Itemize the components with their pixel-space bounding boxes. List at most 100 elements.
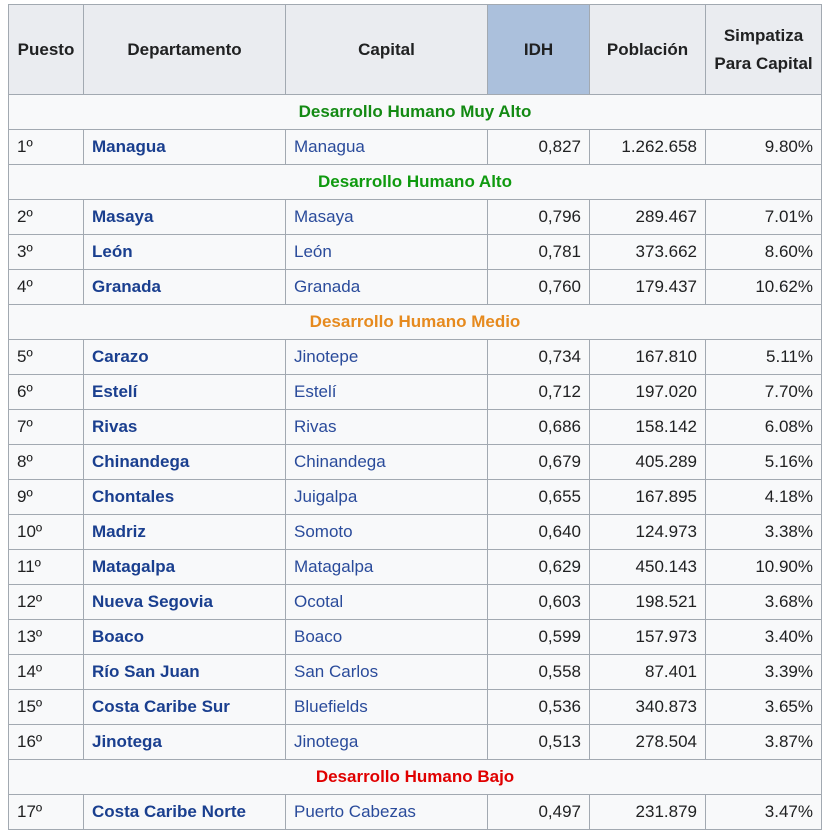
table-row: 2º Masaya Masaya 0,796 289.467 7.01% <box>8 199 822 235</box>
table-row: 5º Carazo Jinotepe 0,734 167.810 5.11% <box>8 339 822 375</box>
cell-puesto: 15º <box>8 689 84 725</box>
cell-simpatiza: 3.68% <box>705 584 822 620</box>
group-header-row: Desarrollo Humano Medio <box>8 304 822 340</box>
cell-simpatiza: 8.60% <box>705 234 822 270</box>
header-departamento[interactable]: Departamento <box>83 4 286 95</box>
cell-capital-link[interactable]: Boaco <box>285 619 488 655</box>
cell-capital-link[interactable]: Granada <box>285 269 488 305</box>
cell-poblacion: 231.879 <box>589 794 706 830</box>
cell-departamento-link[interactable]: Managua <box>83 129 286 165</box>
cell-poblacion: 124.973 <box>589 514 706 550</box>
cell-poblacion: 1.262.658 <box>589 129 706 165</box>
cell-poblacion: 450.143 <box>589 549 706 585</box>
cell-departamento-link[interactable]: Matagalpa <box>83 549 286 585</box>
cell-simpatiza: 3.65% <box>705 689 822 725</box>
table-row: 3º León León 0,781 373.662 8.60% <box>8 234 822 270</box>
cell-capital-link[interactable]: Estelí <box>285 374 488 410</box>
cell-simpatiza: 3.40% <box>705 619 822 655</box>
cell-capital-link[interactable]: Jinotega <box>285 724 488 760</box>
cell-departamento-link[interactable]: León <box>83 234 286 270</box>
cell-departamento-link[interactable]: Jinotega <box>83 724 286 760</box>
cell-departamento-link[interactable]: Costa Caribe Norte <box>83 794 286 830</box>
cell-capital-link[interactable]: León <box>285 234 488 270</box>
cell-poblacion: 197.020 <box>589 374 706 410</box>
cell-capital-link[interactable]: Managua <box>285 129 488 165</box>
cell-poblacion: 157.973 <box>589 619 706 655</box>
cell-departamento-link[interactable]: Masaya <box>83 199 286 235</box>
cell-departamento-link[interactable]: Rivas <box>83 409 286 445</box>
cell-simpatiza: 7.70% <box>705 374 822 410</box>
header-poblacion[interactable]: Población <box>589 4 706 95</box>
cell-poblacion: 87.401 <box>589 654 706 690</box>
cell-idh: 0,796 <box>487 199 590 235</box>
cell-capital-link[interactable]: Masaya <box>285 199 488 235</box>
cell-departamento-link[interactable]: Granada <box>83 269 286 305</box>
group-label: Desarrollo Humano Medio <box>8 304 822 340</box>
group-header-row: Desarrollo Humano Alto <box>8 164 822 200</box>
cell-capital-link[interactable]: Ocotal <box>285 584 488 620</box>
cell-idh: 0,760 <box>487 269 590 305</box>
cell-puesto: 14º <box>8 654 84 690</box>
group-label: Desarrollo Humano Alto <box>8 164 822 200</box>
header-simpatiza[interactable]: Simpatiza Para Capital <box>705 4 822 95</box>
cell-departamento-link[interactable]: Nueva Segovia <box>83 584 286 620</box>
table-row: 14º Río San Juan San Carlos 0,558 87.401 3.39… <box>8 654 822 690</box>
cell-capital-link[interactable]: Chinandega <box>285 444 488 480</box>
cell-simpatiza: 4.18% <box>705 479 822 515</box>
cell-capital-link[interactable]: Juigalpa <box>285 479 488 515</box>
cell-departamento-link[interactable]: Carazo <box>83 339 286 375</box>
group-header-row: Desarrollo Humano Bajo <box>8 759 822 795</box>
table-row: 11º Matagalpa Matagalpa 0,629 450.143 10.90% <box>8 549 822 585</box>
cell-puesto: 5º <box>8 339 84 375</box>
cell-capital-link[interactable]: Bluefields <box>285 689 488 725</box>
cell-puesto: 13º <box>8 619 84 655</box>
cell-poblacion: 158.142 <box>589 409 706 445</box>
cell-capital-link[interactable]: Jinotepe <box>285 339 488 375</box>
table-row: 12º Nueva Segovia Ocotal 0,603 198.521 3.68% <box>8 584 822 620</box>
cell-idh: 0,712 <box>487 374 590 410</box>
cell-departamento-link[interactable]: Chinandega <box>83 444 286 480</box>
idh-departamentos-table: Puesto Departamento Capital IDH Població… <box>8 4 822 830</box>
header-capital[interactable]: Capital <box>285 4 488 95</box>
table-row: 16º Jinotega Jinotega 0,513 278.504 3.87% <box>8 724 822 760</box>
cell-idh: 0,781 <box>487 234 590 270</box>
cell-idh: 0,734 <box>487 339 590 375</box>
cell-poblacion: 167.810 <box>589 339 706 375</box>
cell-puesto: 1º <box>8 129 84 165</box>
cell-capital-link[interactable]: Somoto <box>285 514 488 550</box>
table-row: 13º Boaco Boaco 0,599 157.973 3.40% <box>8 619 822 655</box>
cell-idh: 0,640 <box>487 514 590 550</box>
cell-poblacion: 167.895 <box>589 479 706 515</box>
cell-departamento-link[interactable]: Chontales <box>83 479 286 515</box>
cell-puesto: 3º <box>8 234 84 270</box>
cell-simpatiza: 7.01% <box>705 199 822 235</box>
cell-idh: 0,603 <box>487 584 590 620</box>
cell-capital-link[interactable]: Matagalpa <box>285 549 488 585</box>
table-row: 6º Estelí Estelí 0,712 197.020 7.70% <box>8 374 822 410</box>
cell-departamento-link[interactable]: Río San Juan <box>83 654 286 690</box>
cell-departamento-link[interactable]: Boaco <box>83 619 286 655</box>
header-idh[interactable]: IDH <box>487 4 590 95</box>
table-row: 8º Chinandega Chinandega 0,679 405.289 5.16% <box>8 444 822 480</box>
cell-idh: 0,629 <box>487 549 590 585</box>
cell-idh: 0,655 <box>487 479 590 515</box>
cell-simpatiza: 6.08% <box>705 409 822 445</box>
cell-puesto: 12º <box>8 584 84 620</box>
cell-simpatiza: 5.16% <box>705 444 822 480</box>
cell-capital-link[interactable]: Rivas <box>285 409 488 445</box>
cell-puesto: 7º <box>8 409 84 445</box>
cell-capital-link[interactable]: San Carlos <box>285 654 488 690</box>
cell-puesto: 10º <box>8 514 84 550</box>
cell-departamento-link[interactable]: Estelí <box>83 374 286 410</box>
table-row: 15º Costa Caribe Sur Bluefields 0,536 340.87… <box>8 689 822 725</box>
cell-departamento-link[interactable]: Madriz <box>83 514 286 550</box>
cell-puesto: 6º <box>8 374 84 410</box>
cell-poblacion: 289.467 <box>589 199 706 235</box>
header-puesto[interactable]: Puesto <box>8 4 84 95</box>
cell-capital-link[interactable]: Puerto Cabezas <box>285 794 488 830</box>
cell-simpatiza: 9.80% <box>705 129 822 165</box>
cell-departamento-link[interactable]: Costa Caribe Sur <box>83 689 286 725</box>
cell-idh: 0,679 <box>487 444 590 480</box>
cell-simpatiza: 3.39% <box>705 654 822 690</box>
table-body: Desarrollo Humano Muy Alto 1º Managua Manag… <box>8 94 822 830</box>
